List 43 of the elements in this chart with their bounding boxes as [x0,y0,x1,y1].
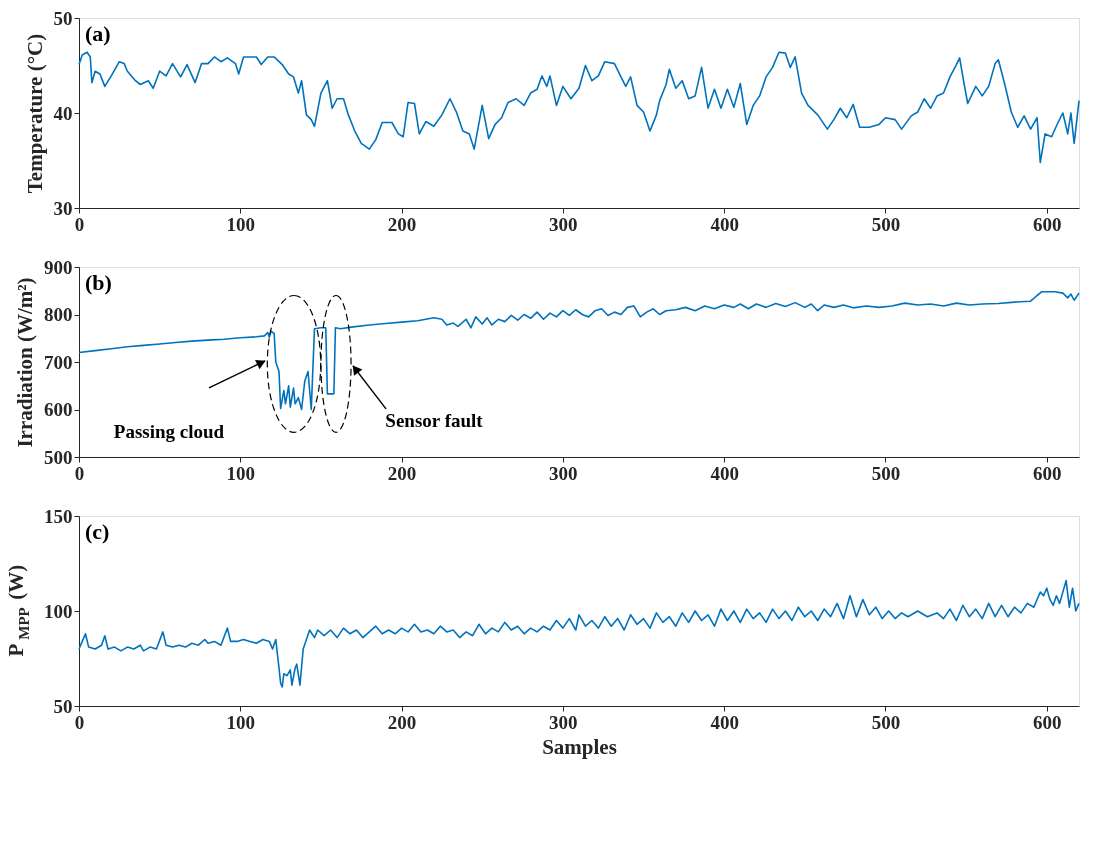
x-tick-label: 500 [871,462,901,484]
x-tick-label: 400 [710,711,739,733]
y-tick-label: 600 [44,399,73,420]
y-tick-label: 900 [44,256,73,278]
y-tick-label: 50 [53,7,73,29]
y-tick-label: 800 [44,304,73,325]
annotation: Passing cloud [113,420,225,442]
x-tick-label: 0 [74,711,85,733]
x-tick-label: 400 [710,462,739,484]
line-series [78,51,1080,164]
chart-title: (b) [85,270,112,295]
annotation: Sensor fault [385,409,484,431]
y-tick-label: 30 [53,197,73,219]
x-tick-label: 500 [871,711,901,733]
x-tick-label: 0 [74,213,85,235]
x-tick-label: 300 [549,462,578,484]
y-tick-label: 50 [53,695,73,717]
x-tick-label: 300 [549,711,578,733]
x-tick-label: 100 [226,711,256,733]
x-tick-label: 100 [226,462,256,484]
x-tick-label: 0 [74,462,85,484]
y-tick-label: 100 [44,600,73,622]
y-axis-title: Temperature (°C) [22,33,47,194]
y-tick-label: 500 [44,446,73,468]
x-tick-label: 200 [387,711,417,733]
y-tick-label: 150 [44,505,73,527]
x-tick-label: 100 [226,213,256,235]
y-tick-label: 700 [44,351,73,373]
y-axis-title: PMPP (W) [4,564,32,657]
line-series [78,579,1080,688]
x-tick-label: 300 [549,213,578,235]
x-tick-label: 200 [387,213,417,235]
x-tick-label: 500 [871,213,901,235]
y-tick-label: 40 [53,102,73,124]
y-axis-title: Irradiation (W/m²) [13,277,37,448]
x-axis-title: Samples [542,734,617,759]
x-tick-label: 400 [710,213,739,235]
chart-title: (a) [85,21,111,46]
x-tick-label: 200 [387,462,417,484]
chart-title: (c) [85,519,110,544]
x-tick-label: 600 [1032,711,1062,733]
x-tick-label: 600 [1032,462,1062,484]
x-tick-label: 600 [1032,213,1062,235]
